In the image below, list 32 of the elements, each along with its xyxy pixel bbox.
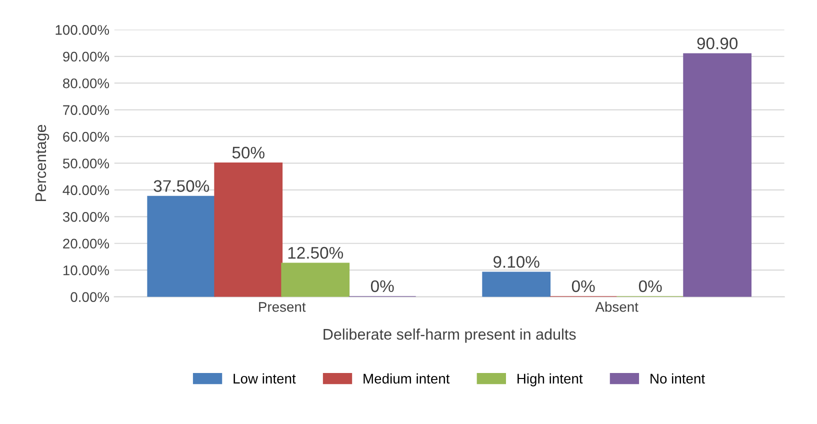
y-tick-label: 0.00% — [70, 292, 110, 302]
data-label: 90.90 — [697, 38, 738, 50]
data-label: 12.50% — [288, 246, 344, 259]
x-tick-label: Present — [259, 302, 306, 312]
legend-label: High intent — [518, 373, 583, 386]
y-tick-label: 10.00% — [63, 265, 110, 276]
bar — [683, 53, 752, 297]
legend-label: Low intent — [234, 373, 296, 384]
data-label: 37.50% — [154, 180, 210, 192]
y-tick-label: 70.00% — [63, 105, 110, 115]
data-label: 0% — [370, 280, 394, 292]
y-tick-label: 60.00% — [63, 132, 110, 142]
y-tick-label: 100.00% — [56, 25, 110, 35]
bar — [482, 272, 551, 297]
x-axis-title: Deliberate self-harm present in adults — [324, 328, 576, 343]
bar — [147, 196, 216, 297]
data-label: 0% — [638, 280, 662, 292]
bar — [281, 262, 350, 297]
y-tick-label: 80.00% — [63, 78, 110, 88]
data-label: 50% — [232, 146, 264, 159]
y-tick-label: 90.00% — [63, 52, 110, 62]
bar — [214, 162, 283, 297]
x-tick-label: Absent — [595, 302, 638, 312]
data-label: 0% — [572, 280, 595, 292]
data-label: 9.10% — [494, 256, 540, 268]
y-tick-label: 20.00% — [63, 238, 110, 249]
legend-label: Medium intent — [364, 373, 450, 384]
legend-label: No intent — [650, 373, 705, 384]
y-axis-title: Percentage — [35, 124, 50, 202]
y-tick-label: 30.00% — [62, 212, 110, 222]
y-tick-label: 40.00% — [62, 185, 110, 196]
y-tick-label: 50.00% — [62, 158, 110, 168]
